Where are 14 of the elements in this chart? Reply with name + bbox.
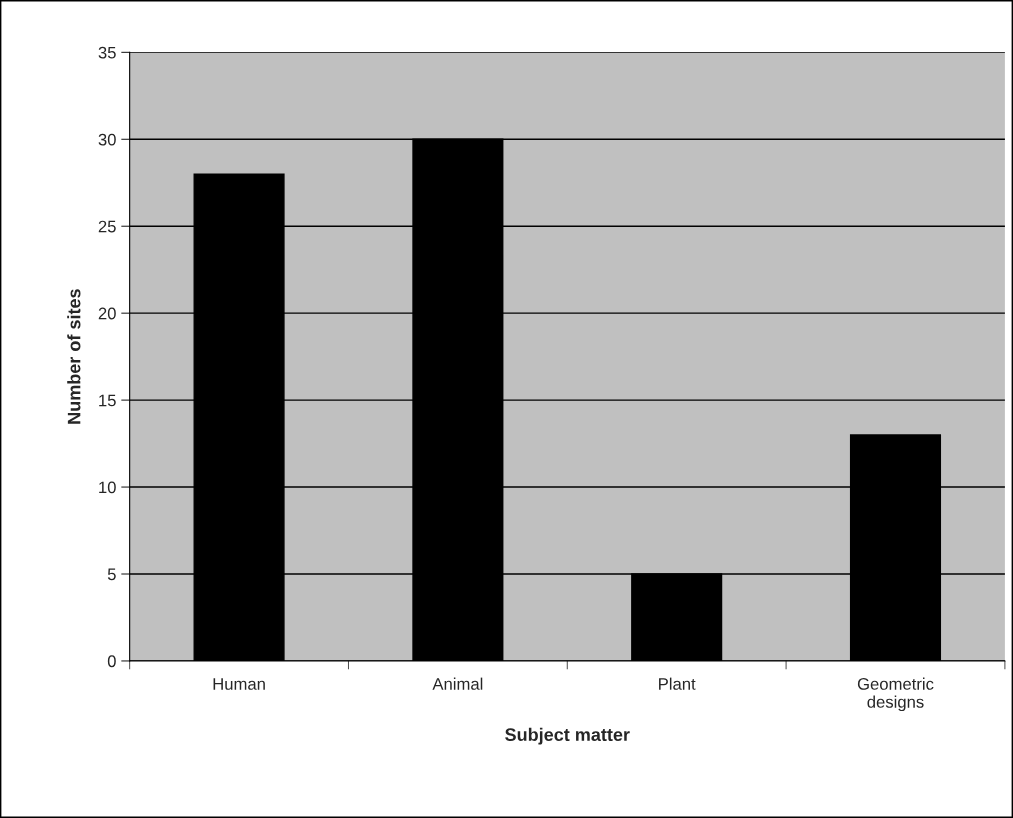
y-tick-label: 30 (98, 133, 116, 146)
y-tick-label: 15 (99, 394, 116, 407)
y-tick-label: 10 (99, 481, 116, 494)
y-tick-label: 0 (107, 655, 116, 668)
y-axis-title: Number of sites (67, 289, 81, 424)
y-tick-label: 5 (107, 568, 116, 581)
x-tick-label: Plant (659, 677, 696, 690)
x-axis-title: Subject matter (505, 727, 630, 745)
y-tick-label: 25 (98, 220, 116, 233)
x-tick-label: Human (213, 678, 265, 690)
y-tick-label: 35 (98, 46, 116, 59)
y-tick-label: 20 (98, 307, 116, 320)
x-tick-label: Animal (432, 677, 483, 690)
x-tick-label: Geometric designs (857, 677, 934, 712)
